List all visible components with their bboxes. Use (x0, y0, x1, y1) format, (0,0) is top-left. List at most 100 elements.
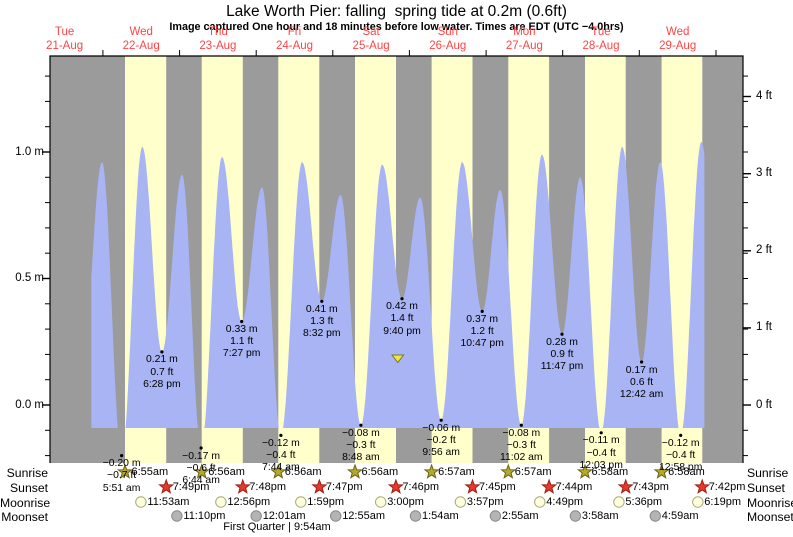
moonrise-circle-icon (692, 496, 704, 508)
tide-point-dot (640, 360, 644, 364)
tide-point-dot (480, 309, 484, 313)
tide-height-ft: 1.4 ft (390, 313, 414, 325)
sunset-star-icon (234, 478, 251, 494)
tide-height-ft: 1.3 ft (310, 316, 334, 327)
row-label-sunrise-left: Sunrise (6, 466, 48, 480)
y-axis-left-label: 1.0 m (15, 145, 44, 158)
tide-height-ft: 0.9 ft (550, 348, 574, 360)
tide-height-m: 0.37 m (466, 313, 499, 325)
tide-curve-area (91, 141, 705, 428)
moonset-time: 11:10pm (183, 510, 226, 522)
tide-annotation: −0.06 m −0.2 ft 9:56 am (422, 423, 460, 460)
day-date: 25-Aug (352, 39, 390, 52)
tide-height-m: −0.17 m (182, 450, 221, 462)
tide-height-m: 0.42 m (386, 301, 418, 313)
tide-point-dot (160, 350, 164, 354)
tide-height-m: 0.28 m (546, 336, 578, 348)
plot-border (49, 55, 744, 463)
current-tide-marker-icon (390, 354, 405, 364)
sunrise-time: 6:55am (131, 466, 169, 478)
row-label-moonset-right: Moonset (747, 510, 793, 524)
tide-annotation: −0.08 m −0.3 ft 8:48 am (342, 428, 380, 465)
day-label: Wed 29-Aug (659, 26, 696, 53)
sunset-star-icon (311, 478, 328, 494)
tide-point-dot (359, 423, 363, 427)
moonrise-time: 1:59pm (307, 496, 344, 508)
tide-point-dot (519, 423, 523, 427)
y-axis-right-label: 3 ft (756, 167, 772, 180)
moonset-time: 12:01am (262, 510, 306, 522)
day-date: 24-Aug (275, 39, 314, 52)
day-date: 21-Aug (46, 39, 84, 52)
sunset-star-icon (464, 478, 481, 494)
day-date: 27-Aug (505, 39, 543, 52)
moonset-circle-icon (489, 510, 502, 522)
y-axis-right-label: 0 ft (756, 398, 772, 411)
tide-time: 10:47 pm (460, 338, 504, 350)
tide-height-ft: −0.2 ft (426, 434, 456, 446)
tide-annotation: −0.12 m −0.4 ft 12:58 pm (659, 438, 702, 475)
sunset-time: 7:46pm (402, 481, 440, 493)
row-label-moonrise-left: Moonrise (0, 496, 51, 510)
y-axis-right-label: 2 ft (756, 244, 772, 257)
y-axis-left-label: 0.5 m (15, 272, 44, 284)
day-label: Tue 21-Aug (46, 26, 83, 53)
y-axis-left-label: 0.0 m (15, 398, 44, 411)
tide-time: 6:44 am (182, 474, 220, 486)
moonrise-time: 3:57pm (466, 496, 504, 508)
moonrise-time: 5:36pm (625, 496, 663, 508)
tide-height-ft: −0.6 ft (186, 462, 216, 474)
sunrise-star-icon (270, 463, 287, 479)
moonrise-circle-icon (613, 496, 625, 508)
tide-height-ft: −0.3 ft (506, 439, 536, 451)
tide-annotation: 0.21 m 0.7 ft 6:28 pm (143, 354, 181, 391)
moonrise-time: 11:53am (147, 496, 190, 508)
moonset-circle-icon (330, 510, 342, 522)
sunset-star-icon (694, 478, 711, 494)
sunset-star-icon (617, 478, 634, 494)
day-name: Tue (591, 26, 611, 38)
tide-annotation: −0.11 m −0.4 ft 12:03 pm (580, 435, 623, 472)
row-label-moonrise-right: Moonrise (747, 496, 793, 510)
tide-height-m: 0.41 m (305, 303, 338, 315)
moonset-circle-icon (409, 510, 422, 522)
moonrise-time: 12:56pm (227, 496, 271, 508)
day-date: 22-Aug (122, 39, 160, 52)
tide-height-m: −0.12 m (661, 437, 700, 449)
moonset-time: 4:59am (661, 510, 699, 522)
day-name: Wed (665, 26, 690, 38)
tide-time: 7:44 am (262, 462, 300, 474)
sunset-time: 7:43pm (632, 481, 669, 493)
day-name: Fri (287, 26, 302, 38)
moon-phase-label: First Quarter | 9:54am (223, 521, 331, 533)
tide-time: 9:56 am (422, 447, 460, 459)
tide-height-m: −0.20 m (102, 458, 141, 470)
tide-height-m: 0.21 m (146, 354, 178, 366)
row-label-sunset-left: Sunset (10, 481, 48, 495)
tide-annotation: 0.41 m 1.3 ft 8:32 pm (303, 304, 341, 341)
tide-height-ft: −0.4 ft (266, 450, 296, 462)
tide-time: 6:28 pm (143, 378, 181, 390)
tide-annotation: −0.17 m −0.6 ft 6:44 am (182, 451, 220, 488)
day-date: 23-Aug (199, 39, 237, 52)
day-date: 26-Aug (429, 39, 467, 52)
sunset-star-icon (158, 478, 175, 494)
tide-point-dot (199, 446, 203, 450)
row-label-sunrise-right: Sunrise (747, 466, 789, 480)
tide-annotation: 0.17 m 0.6 ft 12:42 am (620, 365, 663, 402)
tide-point-dot (439, 418, 443, 422)
tide-annotation: 0.33 m 1.1 ft 7:27 pm (223, 324, 261, 361)
moonset-time: 12:55am (342, 510, 385, 522)
tide-point-dot (560, 332, 564, 336)
day-date: 28-Aug (582, 39, 620, 52)
tide-point-dot (400, 297, 404, 301)
day-label: Mon 27-Aug (506, 26, 543, 53)
moonrise-circle-icon (454, 496, 467, 508)
day-name: Sat (362, 26, 380, 38)
sunrise-time: 6:56am (361, 466, 399, 478)
sunrise-star-icon (346, 463, 364, 479)
sunset-time: 7:47pm (325, 481, 363, 493)
day-name: Tue (54, 26, 75, 38)
tide-height-ft: −0.3 ft (346, 439, 376, 451)
